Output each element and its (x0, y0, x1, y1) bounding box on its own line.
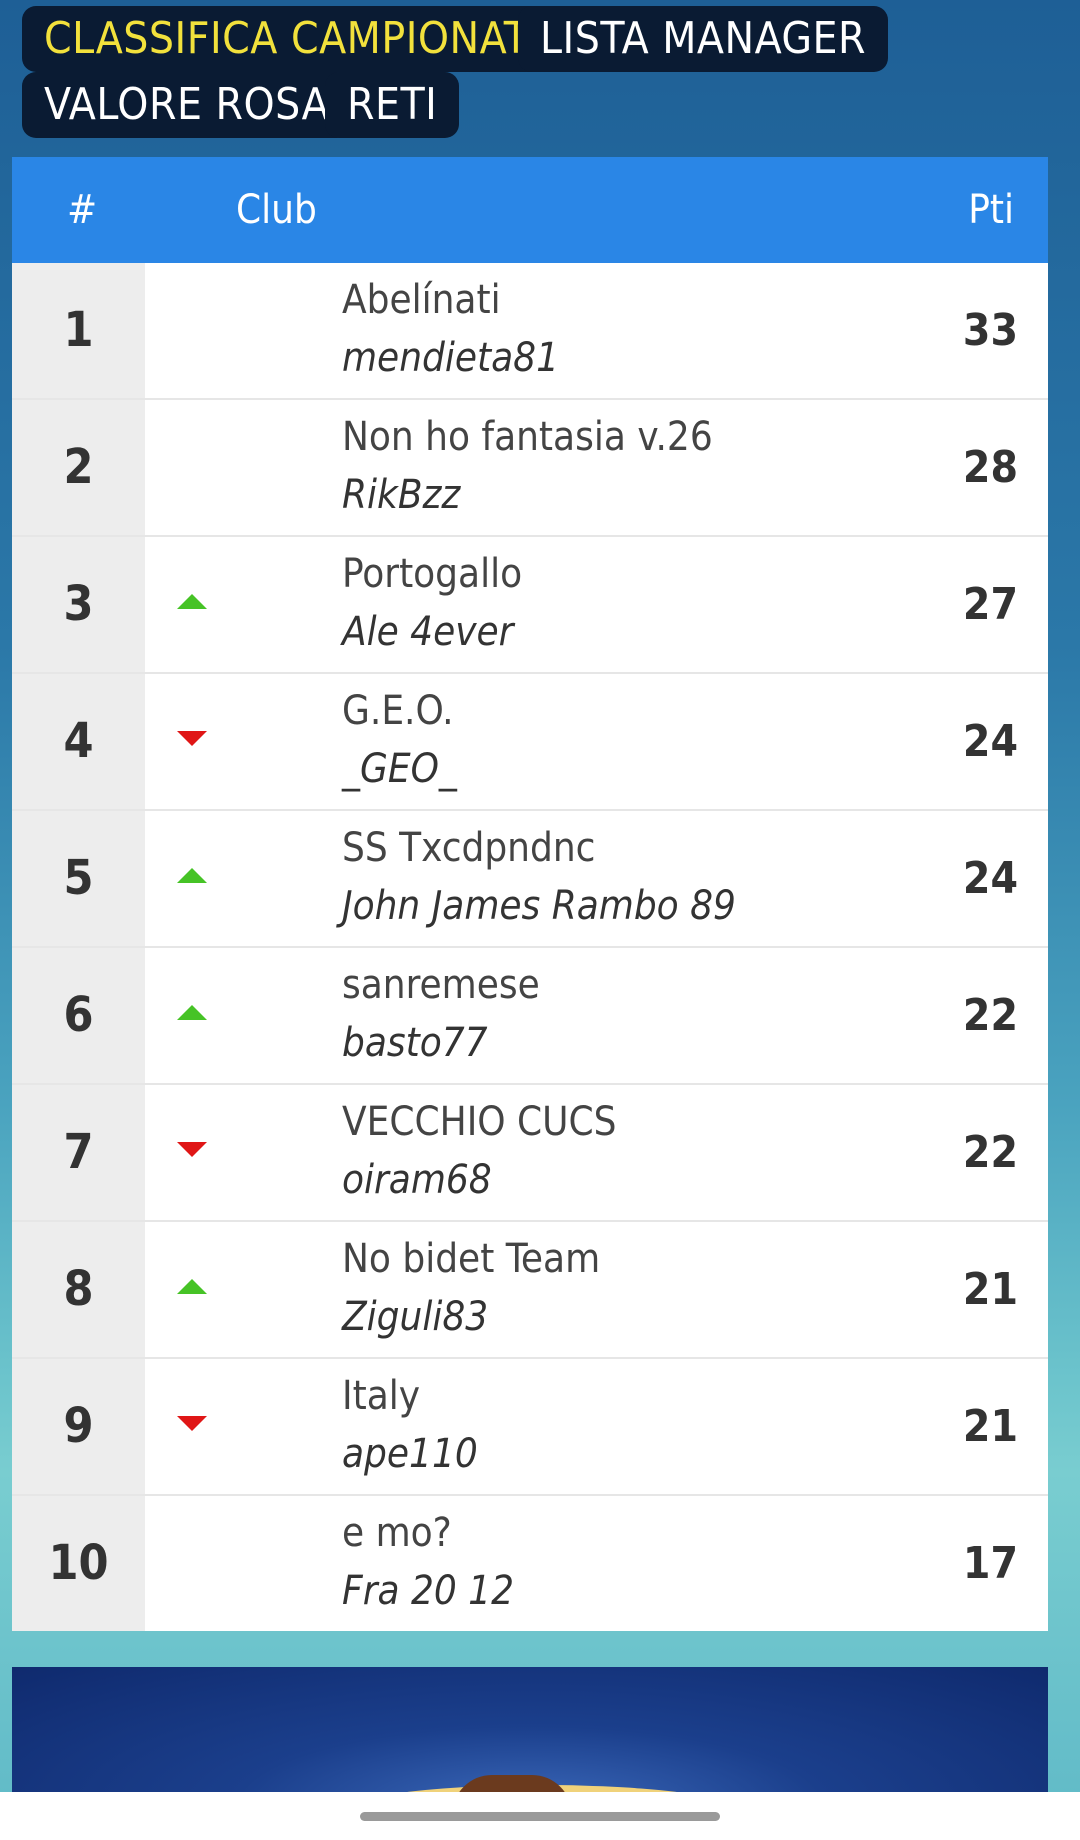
club-name[interactable]: Abelínati (342, 277, 501, 323)
manager-name[interactable]: oiram68 (342, 1157, 492, 1203)
points-cell: 21 (962, 1264, 1018, 1315)
rank-cell: 2 (12, 400, 145, 535)
tab-classifica-campionato[interactable]: CLASSIFICA CAMPIONATO (22, 6, 583, 72)
standings-table: # Club Pti 1 Abelínati mendieta81 33 2 Non ho… (12, 157, 1048, 1631)
points-cell: 21 (962, 1401, 1018, 1452)
club-name[interactable]: Non ho fantasia v.26 (342, 414, 713, 460)
banner-figure (452, 1775, 572, 1792)
points-cell: 22 (962, 1127, 1018, 1178)
table-row[interactable]: 1 Abelínati mendieta81 33 (12, 263, 1048, 400)
table-row[interactable]: 5 SS Txcdpndnc John James Rambo 89 24 (12, 811, 1048, 948)
manager-name[interactable]: ape110 (342, 1431, 478, 1477)
rank-cell: 3 (12, 537, 145, 672)
table-row[interactable]: 10 e mo? Fra 20 12 17 (12, 1496, 1048, 1631)
rank-cell: 9 (12, 1359, 145, 1494)
manager-name[interactable]: Fra 20 12 (342, 1568, 514, 1614)
points-cell: 24 (962, 716, 1018, 767)
manager-name[interactable]: Ziguli83 (342, 1294, 489, 1340)
table-row[interactable]: 3 Portogallo Ale 4ever 27 (12, 537, 1048, 674)
triangle-up-icon (177, 1279, 207, 1294)
club-name[interactable]: G.E.O. (342, 688, 454, 734)
rank-cell: 5 (12, 811, 145, 946)
club-name[interactable]: Italy (342, 1373, 421, 1419)
triangle-down-icon (177, 1142, 207, 1157)
points-cell: 22 (962, 990, 1018, 1041)
triangle-up-icon (177, 1005, 207, 1020)
club-name[interactable]: SS Txcdpndnc (342, 825, 596, 871)
header-rank: # (67, 187, 98, 233)
rank-cell: 6 (12, 948, 145, 1083)
table-body: 1 Abelínati mendieta81 33 2 Non ho fantasia v… (12, 263, 1048, 1631)
header-club: Club (236, 187, 317, 233)
promo-banner[interactable] (12, 1667, 1048, 1792)
table-row[interactable]: 8 No bidet Team Ziguli83 21 (12, 1222, 1048, 1359)
rank-cell: 8 (12, 1222, 145, 1357)
club-name[interactable]: e mo? (342, 1510, 452, 1556)
points-cell: 28 (962, 442, 1018, 493)
manager-name[interactable]: _GEO_ (342, 746, 457, 792)
points-cell: 17 (962, 1538, 1018, 1589)
rank-cell: 4 (12, 674, 145, 809)
home-indicator[interactable] (360, 1812, 720, 1821)
tab-reti[interactable]: RETI (325, 72, 460, 138)
manager-name[interactable]: RikBzz (342, 472, 461, 518)
club-name[interactable]: sanremese (342, 962, 540, 1008)
tab-lista-manager[interactable]: LISTA MANAGER (518, 6, 889, 72)
triangle-down-icon (177, 1416, 207, 1431)
table-row[interactable]: 2 Non ho fantasia v.26 RikBzz 28 (12, 400, 1048, 537)
club-name[interactable]: VECCHIO CUCS (342, 1099, 617, 1145)
table-row[interactable]: 9 Italy ape110 21 (12, 1359, 1048, 1496)
table-row[interactable]: 6 sanremese basto77 22 (12, 948, 1048, 1085)
rank-cell: 1 (12, 263, 145, 398)
triangle-up-icon (177, 594, 207, 609)
manager-name[interactable]: mendieta81 (342, 335, 559, 381)
triangle-up-icon (177, 868, 207, 883)
club-name[interactable]: Portogallo (342, 551, 523, 597)
rank-cell: 10 (12, 1496, 145, 1631)
table-row[interactable]: 7 VECCHIO CUCS oiram68 22 (12, 1085, 1048, 1222)
tab-valore-rosa[interactable]: VALORE ROSA (22, 72, 352, 138)
points-cell: 33 (962, 305, 1018, 356)
header-points: Pti (968, 187, 1014, 233)
club-name[interactable]: No bidet Team (342, 1236, 601, 1282)
manager-name[interactable]: Ale 4ever (342, 609, 514, 655)
manager-name[interactable]: John James Rambo 89 (342, 883, 736, 929)
points-cell: 24 (962, 853, 1018, 904)
table-row[interactable]: 4 G.E.O. _GEO_ 24 (12, 674, 1048, 811)
points-cell: 27 (962, 579, 1018, 630)
manager-name[interactable]: basto77 (342, 1020, 488, 1066)
table-header: # Club Pti (12, 157, 1048, 263)
rank-cell: 7 (12, 1085, 145, 1220)
triangle-down-icon (177, 731, 207, 746)
